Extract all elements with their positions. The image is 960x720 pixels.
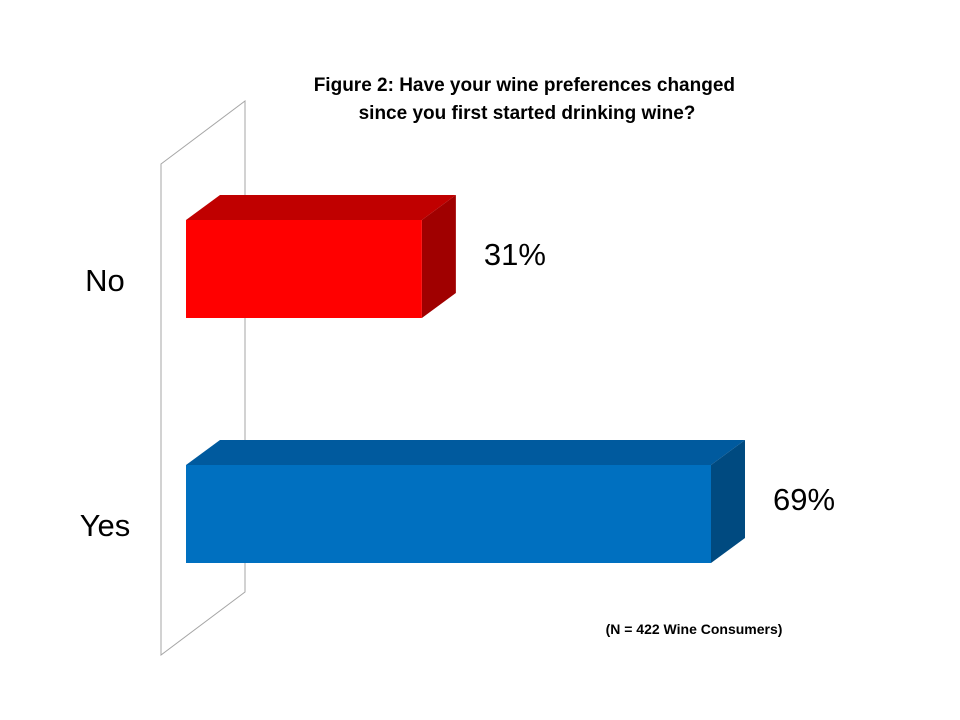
bars-group: No 31% Yes 69% xyxy=(80,195,835,563)
chart-title-line-1: Figure 2: Have your wine preferences cha… xyxy=(314,75,735,96)
chart-back-wall xyxy=(160,100,246,656)
bar-yes xyxy=(186,465,711,563)
category-label-yes: Yes xyxy=(80,508,131,543)
chart-title: Figure 2: Have your wine preferences cha… xyxy=(314,75,741,124)
bar-no xyxy=(186,220,422,318)
chart-title-line-2: since you first started drinking wine? xyxy=(359,103,696,124)
sample-size-note: (N = 422 Wine Consumers) xyxy=(606,621,783,637)
bar-yes-top xyxy=(186,440,745,465)
value-label-no: 31% xyxy=(484,237,546,272)
value-label-yes: 69% xyxy=(773,482,835,517)
bar-yes-side xyxy=(711,440,745,563)
category-label-no: No xyxy=(85,263,125,298)
bar-no-top xyxy=(186,195,456,220)
bar-no-side xyxy=(421,195,456,318)
